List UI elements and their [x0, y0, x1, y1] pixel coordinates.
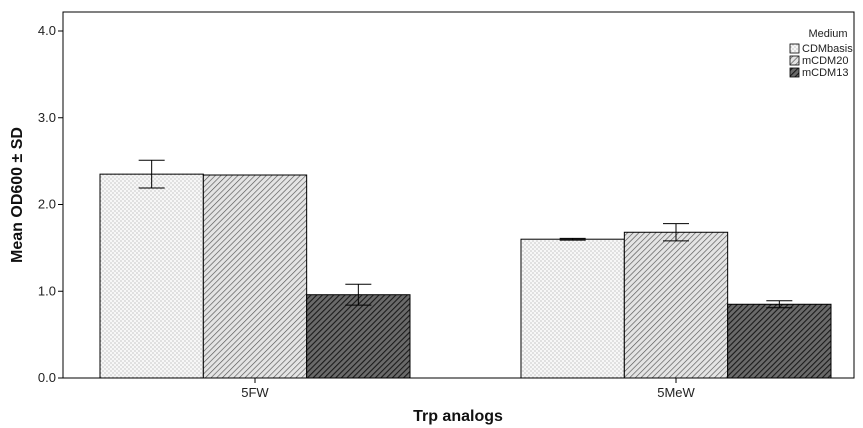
y-axis-title: Mean OD600 ± SD — [9, 127, 26, 263]
x-axis-title: Trp analogs — [413, 408, 503, 425]
legend-swatch — [789, 67, 800, 78]
y-tick-label: 3.0 — [38, 110, 56, 125]
legend-swatch — [789, 55, 800, 66]
bar-cdmbasis-5fw — [99, 173, 204, 379]
bar-mcdm13-5mew — [727, 303, 832, 379]
y-axis: 0.0 1.0 2.0 3.0 4.0 — [38, 23, 63, 385]
y-tick-label: 4.0 — [38, 23, 56, 38]
bar-mcdm20-5mew — [623, 231, 729, 379]
y-tick-label: 1.0 — [38, 283, 56, 298]
legend-label: mCDM20 — [802, 55, 848, 67]
y-tick-label: 2.0 — [38, 197, 56, 212]
x-tick-label: 5MeW — [657, 385, 695, 400]
legend-label: mCDM13 — [802, 67, 848, 79]
x-tick-label: 5FW — [241, 385, 269, 400]
legend-swatch — [789, 43, 800, 54]
bars-group — [99, 159, 832, 379]
legend-label: CDMbasis — [802, 43, 853, 55]
bar-mcdm13-5fw — [306, 294, 411, 379]
bar-cdmbasis-5mew — [520, 238, 625, 379]
bar-mcdm20-5fw — [202, 174, 308, 379]
x-axis: 5FW 5MeW — [241, 378, 696, 400]
y-tick-label: 0.0 — [38, 370, 56, 385]
legend-title: Medium — [808, 28, 847, 40]
